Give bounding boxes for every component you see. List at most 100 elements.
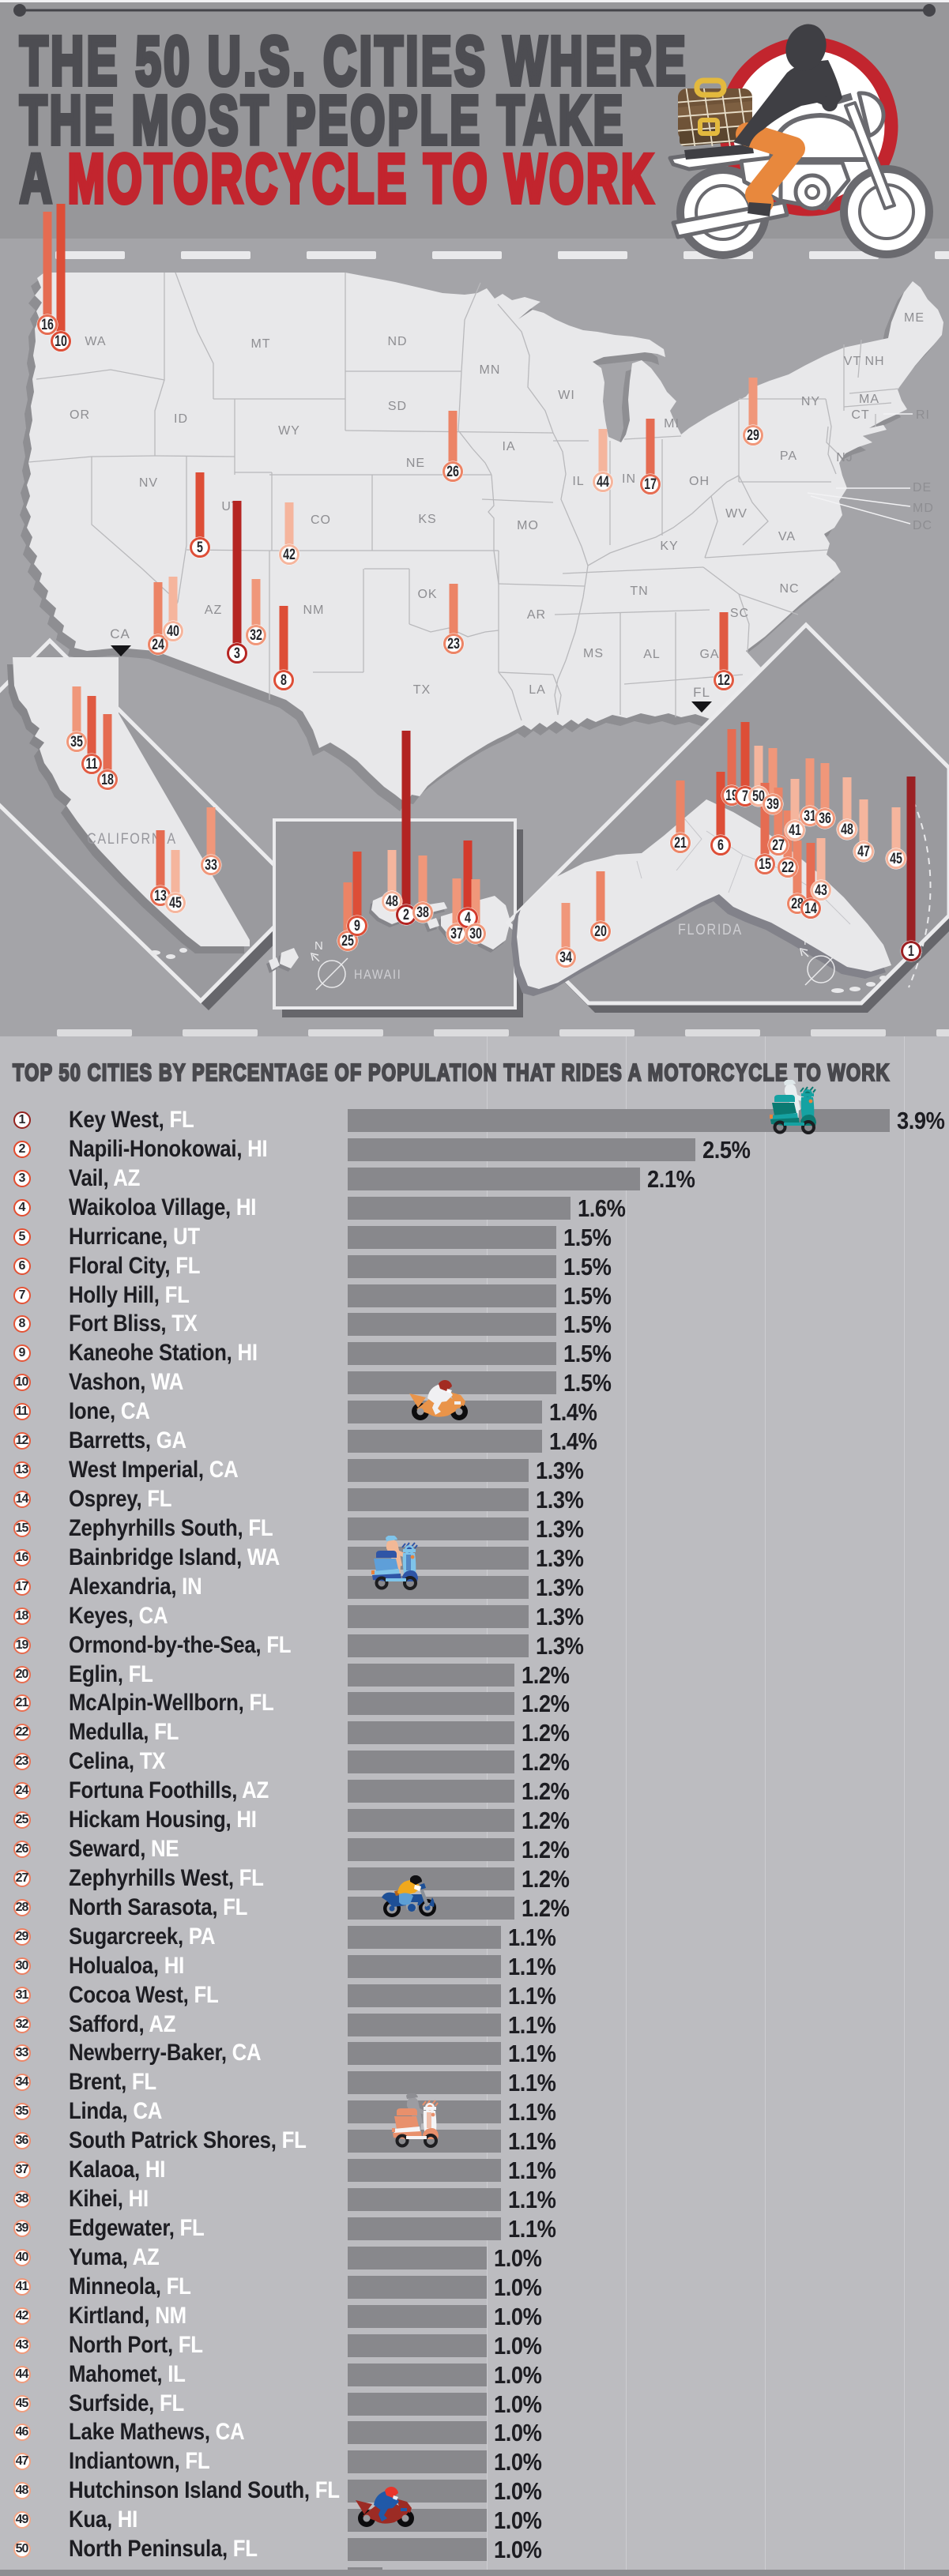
svg-text:AZ: AZ bbox=[205, 604, 222, 617]
svg-text:5: 5 bbox=[197, 539, 203, 555]
svg-text:12: 12 bbox=[717, 671, 730, 688]
svg-text:DC: DC bbox=[913, 519, 932, 532]
svg-text:NC: NC bbox=[779, 582, 799, 596]
svg-text:31: 31 bbox=[804, 807, 816, 824]
svg-text:22: 22 bbox=[781, 859, 794, 875]
svg-text:OK: OK bbox=[417, 588, 437, 601]
svg-text:NY: NY bbox=[801, 395, 820, 408]
svg-text:20: 20 bbox=[594, 923, 607, 939]
svg-text:34: 34 bbox=[559, 949, 572, 965]
svg-text:WY: WY bbox=[278, 424, 300, 438]
svg-text:2: 2 bbox=[403, 906, 409, 923]
svg-text:36: 36 bbox=[819, 810, 831, 826]
svg-text:3: 3 bbox=[234, 645, 240, 661]
svg-text:11: 11 bbox=[85, 755, 97, 772]
svg-text:IA: IA bbox=[502, 440, 515, 453]
svg-text:10: 10 bbox=[55, 333, 67, 349]
svg-text:WA: WA bbox=[85, 335, 106, 348]
svg-text:24: 24 bbox=[152, 636, 164, 652]
svg-text:CALIFORNIA: CALIFORNIA bbox=[87, 830, 177, 848]
svg-text:GA: GA bbox=[699, 648, 719, 661]
svg-text:OR: OR bbox=[70, 408, 90, 422]
svg-text:21: 21 bbox=[674, 834, 687, 851]
svg-text:TX: TX bbox=[413, 683, 431, 697]
svg-text:35: 35 bbox=[70, 733, 83, 750]
svg-text:30: 30 bbox=[469, 925, 482, 942]
svg-text:4: 4 bbox=[465, 909, 471, 926]
svg-text:8: 8 bbox=[281, 671, 287, 688]
svg-text:MS: MS bbox=[583, 647, 604, 660]
svg-text:45: 45 bbox=[169, 894, 182, 911]
svg-text:ND: ND bbox=[387, 335, 407, 348]
svg-text:N: N bbox=[314, 939, 323, 953]
svg-text:MI: MI bbox=[664, 417, 680, 431]
svg-text:32: 32 bbox=[250, 626, 262, 643]
svg-text:39: 39 bbox=[766, 795, 779, 812]
svg-text:50: 50 bbox=[752, 788, 765, 804]
svg-text:NE: NE bbox=[406, 457, 425, 470]
svg-text:26: 26 bbox=[446, 463, 459, 479]
svg-text:MN: MN bbox=[480, 363, 501, 377]
svg-text:MO: MO bbox=[517, 519, 539, 532]
svg-text:15: 15 bbox=[759, 856, 771, 872]
svg-text:1: 1 bbox=[908, 942, 914, 959]
svg-text:VT: VT bbox=[844, 355, 861, 368]
svg-text:40: 40 bbox=[167, 622, 179, 639]
svg-text:16: 16 bbox=[41, 316, 54, 333]
svg-text:23: 23 bbox=[447, 635, 460, 652]
svg-text:RI: RI bbox=[916, 408, 930, 422]
svg-text:17: 17 bbox=[644, 476, 657, 492]
svg-text:SC: SC bbox=[730, 607, 749, 620]
svg-text:NH: NH bbox=[864, 355, 884, 368]
svg-text:AL: AL bbox=[643, 648, 661, 661]
svg-text:7: 7 bbox=[742, 788, 748, 804]
svg-text:OH: OH bbox=[689, 475, 710, 488]
svg-text:25: 25 bbox=[341, 932, 354, 949]
svg-text:LA: LA bbox=[529, 683, 546, 697]
svg-text:45: 45 bbox=[890, 850, 902, 867]
svg-text:AR: AR bbox=[527, 608, 546, 622]
svg-text:29: 29 bbox=[747, 427, 759, 443]
svg-text:MT: MT bbox=[250, 337, 270, 351]
svg-text:FL: FL bbox=[693, 685, 710, 700]
svg-text:41: 41 bbox=[789, 822, 801, 838]
svg-text:37: 37 bbox=[450, 925, 463, 942]
svg-text:WV: WV bbox=[725, 507, 748, 521]
svg-text:48: 48 bbox=[386, 893, 398, 909]
svg-text:42: 42 bbox=[283, 546, 296, 562]
svg-text:18: 18 bbox=[101, 771, 114, 788]
svg-text:ME: ME bbox=[904, 311, 925, 325]
svg-text:TN: TN bbox=[630, 585, 648, 598]
svg-text:CO: CO bbox=[311, 513, 331, 527]
svg-text:19: 19 bbox=[725, 787, 738, 803]
svg-text:N: N bbox=[804, 935, 812, 948]
svg-text:47: 47 bbox=[857, 843, 870, 859]
svg-text:MA: MA bbox=[859, 393, 879, 406]
svg-text:6: 6 bbox=[717, 837, 724, 853]
svg-text:13: 13 bbox=[154, 887, 167, 904]
svg-text:CA: CA bbox=[110, 626, 130, 641]
svg-text:ID: ID bbox=[174, 412, 188, 426]
svg-text:PA: PA bbox=[780, 449, 797, 463]
svg-text:IL: IL bbox=[572, 475, 584, 488]
svg-text:33: 33 bbox=[205, 856, 217, 873]
svg-text:44: 44 bbox=[597, 473, 609, 490]
svg-text:43: 43 bbox=[815, 882, 827, 898]
svg-text:CT: CT bbox=[851, 408, 869, 422]
svg-text:14: 14 bbox=[804, 900, 817, 916]
svg-text:FLORIDA: FLORIDA bbox=[678, 921, 743, 938]
svg-text:WI: WI bbox=[558, 389, 575, 402]
svg-text:38: 38 bbox=[416, 904, 429, 920]
svg-text:NJ: NJ bbox=[836, 451, 853, 464]
svg-text:27: 27 bbox=[772, 837, 785, 853]
svg-text:VA: VA bbox=[778, 530, 796, 543]
svg-text:MD: MD bbox=[913, 502, 934, 515]
svg-text:DE: DE bbox=[913, 481, 932, 495]
svg-text:9: 9 bbox=[354, 917, 360, 934]
svg-text:SD: SD bbox=[388, 400, 407, 413]
svg-text:48: 48 bbox=[841, 821, 853, 837]
svg-text:NV: NV bbox=[139, 476, 158, 490]
svg-text:KS: KS bbox=[418, 513, 436, 526]
svg-text:IN: IN bbox=[622, 472, 636, 486]
svg-text:HAWAII: HAWAII bbox=[354, 968, 401, 982]
